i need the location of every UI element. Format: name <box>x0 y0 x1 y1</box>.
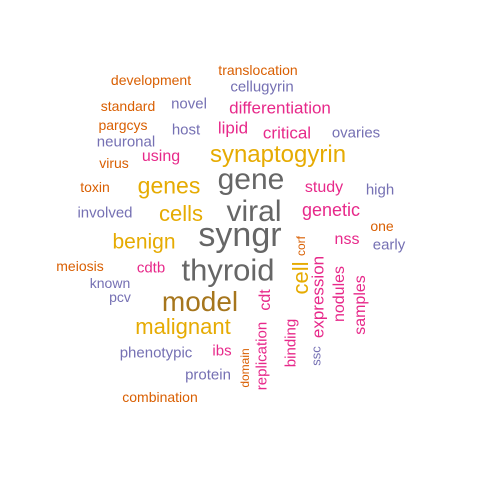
word-phenotypic: phenotypic <box>119 344 193 362</box>
word-development: development <box>110 72 192 88</box>
word-model: model <box>161 286 239 317</box>
word-early: early <box>372 236 406 254</box>
word-host: host <box>171 121 201 139</box>
word-nodules: nodules <box>331 265 348 323</box>
word-meiosis: meiosis <box>56 258 104 274</box>
word-ovaries: ovaries <box>331 124 381 142</box>
word-toxin: toxin <box>80 179 110 195</box>
word-thyroid: thyroid <box>181 252 275 288</box>
word-viral: viral <box>226 195 282 228</box>
word-replication: replication <box>253 321 271 391</box>
word-cellugyrin: cellugyrin <box>230 78 294 96</box>
word-gene: gene <box>217 163 285 196</box>
word-genetic: genetic <box>301 200 361 220</box>
word-genes: genes <box>137 172 201 199</box>
word-study: study <box>304 179 344 196</box>
word-domain: domain <box>238 348 252 388</box>
word-pcv: pcv <box>109 289 131 305</box>
word-combination: combination <box>122 389 198 405</box>
word-using: using <box>141 148 181 165</box>
word-corf: corf <box>294 235 308 257</box>
word-one: one <box>370 218 394 234</box>
word-syngr: syngr <box>198 216 282 254</box>
word-involved: involved <box>77 204 133 222</box>
word-high: high <box>365 181 395 199</box>
word-ssc: ssc <box>308 346 324 366</box>
word-virus: virus <box>99 155 129 171</box>
word-novel: novel <box>171 95 207 113</box>
word-nss: nss <box>334 231 360 248</box>
word-protein: protein <box>185 366 231 384</box>
word-lipid: lipid <box>217 118 249 138</box>
word-pargcys: pargcys <box>98 117 148 133</box>
word-cells: cells <box>158 201 204 226</box>
word-neuronal: neuronal <box>96 133 156 151</box>
word-synaptogyrin: synaptogyrin <box>209 141 347 168</box>
word-translocation: translocation <box>218 62 298 78</box>
word-cdt: cdt <box>257 289 274 311</box>
word-expression: expression <box>308 255 328 339</box>
word-critical: critical <box>262 123 312 143</box>
word-standard: standard <box>100 98 156 114</box>
word-benign: benign <box>112 230 176 254</box>
word-differentiation: differentiation <box>229 98 331 118</box>
word-ibs: ibs <box>212 342 232 360</box>
word-cdtb: cdtb <box>136 259 166 277</box>
word-samples: samples <box>352 275 369 335</box>
word-malignant: malignant <box>135 314 231 339</box>
word-known: known <box>89 275 131 291</box>
word-binding: binding <box>282 318 300 368</box>
